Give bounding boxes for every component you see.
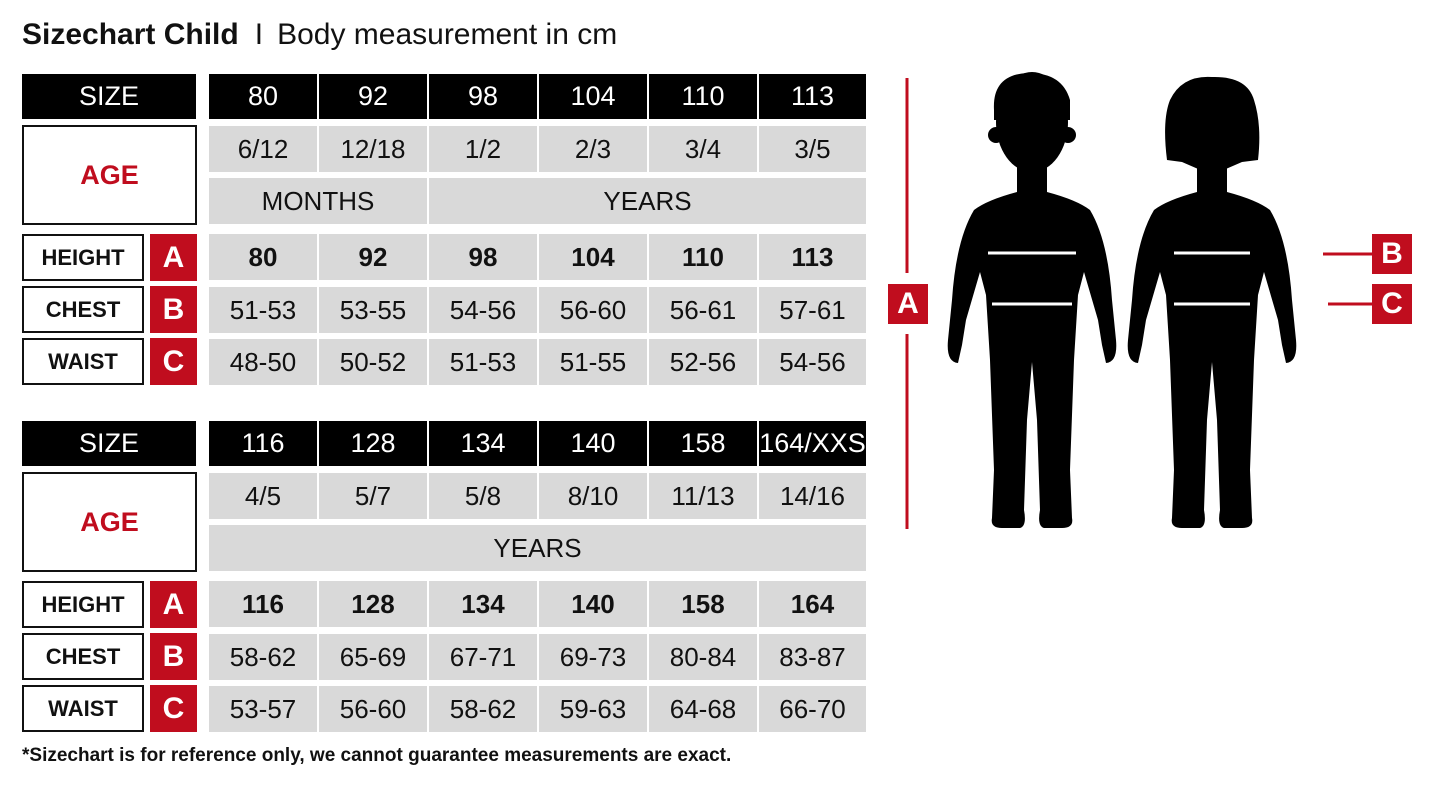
- height-cell: 128: [319, 581, 427, 627]
- age-cell: 1/2: [429, 126, 537, 172]
- height-cell: 164: [759, 581, 866, 627]
- size-cell: 104: [539, 74, 647, 119]
- size-cell: 110: [649, 74, 757, 119]
- title-subtitle: Body measurement in cm: [277, 18, 618, 51]
- waist-cell: 50-52: [319, 339, 427, 385]
- size-cell: 92: [319, 74, 427, 119]
- chest-cell: 65-69: [319, 634, 427, 680]
- height-cell: 134: [429, 581, 537, 627]
- footnote: *Sizechart is for reference only, we can…: [22, 745, 732, 766]
- size-cell: 113: [759, 74, 866, 119]
- size-cell: 80: [209, 74, 317, 119]
- height-letter: A: [150, 234, 197, 281]
- waist-cell: 54-56: [759, 339, 866, 385]
- chest-marker: B: [1372, 234, 1412, 274]
- waist-letter: C: [150, 338, 197, 385]
- height-cell: 140: [539, 581, 647, 627]
- waist-cell: 64-68: [649, 686, 757, 732]
- size-cell: 128: [319, 421, 427, 466]
- waist-cell: 59-63: [539, 686, 647, 732]
- waist-letter: C: [150, 685, 197, 732]
- height-label: HEIGHT: [22, 234, 144, 281]
- height-label: HEIGHT: [22, 581, 144, 628]
- size-label: SIZE: [22, 74, 196, 119]
- height-cell: 80: [209, 234, 317, 280]
- height-cell: 104: [539, 234, 647, 280]
- age-cell: 3/5: [759, 126, 866, 172]
- size-cell: 98: [429, 74, 537, 119]
- age-cell: 3/4: [649, 126, 757, 172]
- chest-cell: 83-87: [759, 634, 866, 680]
- boy-silhouette: [947, 72, 1117, 528]
- age-cell: 11/13: [649, 473, 757, 519]
- chest-cell: 51-53: [209, 287, 317, 333]
- age-cell: 14/16: [759, 473, 866, 519]
- size-cell: 116: [209, 421, 317, 466]
- age-label: AGE: [22, 125, 197, 225]
- age-unit-cell: YEARS: [429, 178, 866, 224]
- chest-label: CHEST: [22, 633, 144, 680]
- height-cell: 158: [649, 581, 757, 627]
- waist-label: WAIST: [22, 338, 144, 385]
- title-separator: I: [254, 18, 264, 51]
- age-cell: 5/7: [319, 473, 427, 519]
- height-cell: 98: [429, 234, 537, 280]
- chest-label: CHEST: [22, 286, 144, 333]
- age-cell: 4/5: [209, 473, 317, 519]
- page-title: Sizechart Child I Body measurement in cm: [22, 18, 617, 52]
- age-cell: 5/8: [429, 473, 537, 519]
- title-main: Sizechart Child: [22, 18, 239, 51]
- chest-letter: B: [150, 286, 197, 333]
- waist-marker: C: [1372, 284, 1412, 324]
- chest-cell: 69-73: [539, 634, 647, 680]
- waist-cell: 66-70: [759, 686, 866, 732]
- chest-cell: 57-61: [759, 287, 866, 333]
- height-cell: 113: [759, 234, 866, 280]
- age-cell: 12/18: [319, 126, 427, 172]
- waist-cell: 52-56: [649, 339, 757, 385]
- age-unit-cell: YEARS: [209, 525, 866, 571]
- size-cell: 164/XXS: [759, 421, 866, 466]
- height-cell: 92: [319, 234, 427, 280]
- waist-cell: 48-50: [209, 339, 317, 385]
- waist-cell: 51-53: [429, 339, 537, 385]
- waist-cell: 58-62: [429, 686, 537, 732]
- size-cell: 134: [429, 421, 537, 466]
- chest-letter: B: [150, 633, 197, 680]
- height-cell: 110: [649, 234, 757, 280]
- waist-label: WAIST: [22, 685, 144, 732]
- chest-cell: 80-84: [649, 634, 757, 680]
- size-cell: 158: [649, 421, 757, 466]
- chest-cell: 56-61: [649, 287, 757, 333]
- age-unit-cell: MONTHS: [209, 178, 427, 224]
- waist-cell: 56-60: [319, 686, 427, 732]
- age-cell: 2/3: [539, 126, 647, 172]
- chest-cell: 56-60: [539, 287, 647, 333]
- chest-cell: 67-71: [429, 634, 537, 680]
- girl-silhouette: [1127, 76, 1297, 528]
- size-cell: 140: [539, 421, 647, 466]
- age-cell: 8/10: [539, 473, 647, 519]
- height-cell: 116: [209, 581, 317, 627]
- chest-cell: 54-56: [429, 287, 537, 333]
- size-label: SIZE: [22, 421, 196, 466]
- chest-cell: 58-62: [209, 634, 317, 680]
- age-label: AGE: [22, 472, 197, 572]
- chest-cell: 53-55: [319, 287, 427, 333]
- waist-cell: 51-55: [539, 339, 647, 385]
- age-cell: 6/12: [209, 126, 317, 172]
- waist-cell: 53-57: [209, 686, 317, 732]
- height-letter: A: [150, 581, 197, 628]
- height-marker: A: [888, 284, 928, 324]
